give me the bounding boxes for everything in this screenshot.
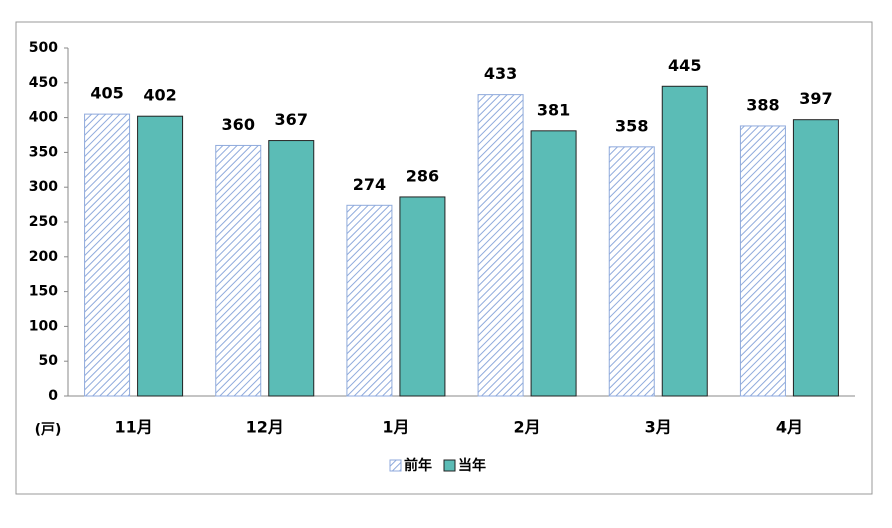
y-tick-label: 200	[29, 249, 58, 265]
bar	[268, 140, 315, 397]
x-tick-label: 4月	[776, 418, 803, 437]
y-tick-label: 50	[39, 353, 59, 369]
y-tick-label: 450	[29, 75, 58, 91]
legend-label: 前年	[404, 457, 432, 474]
y-tick-label: 150	[29, 284, 58, 300]
bar	[661, 85, 708, 397]
value-label: 433	[484, 64, 517, 83]
y-tick-label: 400	[29, 110, 58, 126]
y-tick-label: 100	[29, 318, 58, 334]
bar	[477, 94, 524, 397]
bar	[215, 144, 262, 397]
value-label: 358	[615, 116, 648, 135]
value-label: 445	[668, 56, 701, 75]
y-tick-label: 250	[29, 214, 58, 230]
value-label: 402	[143, 86, 176, 105]
x-tick-label: 3月	[645, 418, 672, 437]
x-tick-label: 2月	[514, 418, 541, 437]
x-tick-label: 11月	[114, 418, 152, 437]
legend-swatch	[389, 459, 402, 472]
y-tick-label: 300	[29, 179, 58, 195]
value-label: 388	[746, 95, 779, 114]
y-tick-label: 0	[48, 388, 58, 404]
bar	[792, 119, 839, 397]
bar	[608, 146, 655, 397]
x-tick-label: 1月	[382, 418, 409, 437]
unit-label: (戸)	[35, 422, 62, 438]
value-label: 381	[537, 100, 570, 119]
y-tick-label: 350	[29, 144, 58, 160]
x-tick-label: 12月	[246, 418, 284, 437]
bar	[530, 130, 577, 397]
value-label: 367	[275, 110, 308, 129]
value-label: 397	[799, 89, 832, 108]
value-label: 274	[353, 175, 386, 194]
value-label: 286	[406, 166, 439, 185]
y-tick-label: 500	[29, 40, 58, 56]
bar	[399, 196, 446, 397]
value-label: 405	[90, 84, 123, 103]
bar	[137, 115, 184, 397]
legend-label: 当年	[458, 457, 486, 474]
bar	[84, 113, 131, 397]
bar	[739, 125, 786, 397]
bar	[346, 204, 393, 397]
legend-swatch	[443, 459, 456, 472]
value-label: 360	[222, 115, 255, 134]
